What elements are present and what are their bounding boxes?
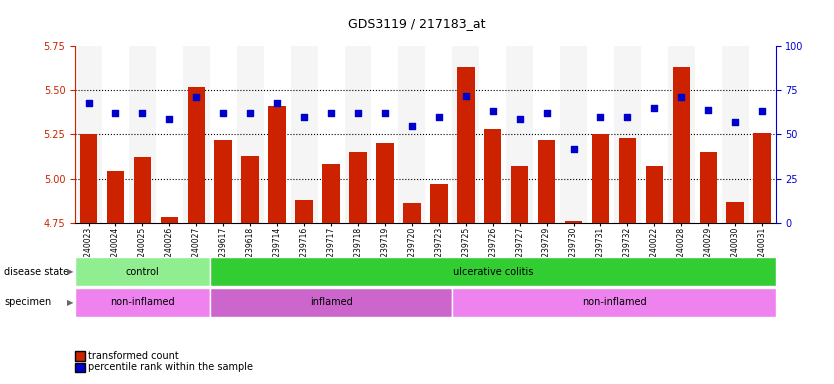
Text: percentile rank within the sample: percentile rank within the sample [88, 362, 254, 372]
Bar [646, 166, 663, 223]
Bar [376, 143, 394, 223]
Bar [506, 46, 533, 223]
Bar [452, 46, 480, 223]
Bar [619, 138, 636, 223]
Bar [129, 46, 156, 223]
Text: inflamed: inflamed [309, 297, 353, 308]
Bar [641, 46, 668, 223]
Bar [210, 46, 237, 223]
Bar [161, 217, 178, 223]
Point [513, 116, 526, 122]
Bar [700, 152, 717, 223]
Bar [403, 203, 420, 223]
Bar [156, 46, 183, 223]
Bar [565, 221, 582, 223]
Point [324, 110, 338, 116]
Point [756, 108, 769, 114]
Point [675, 94, 688, 100]
Bar [318, 46, 344, 223]
Point [486, 108, 500, 114]
Bar [538, 140, 555, 223]
Bar [295, 200, 313, 223]
Bar [214, 140, 232, 223]
Bar [753, 132, 771, 223]
Text: transformed count: transformed count [88, 351, 179, 361]
Bar [371, 46, 399, 223]
Bar [695, 46, 721, 223]
Point [298, 114, 311, 120]
Bar [344, 46, 371, 223]
Bar [668, 46, 695, 223]
Point [82, 99, 95, 106]
Bar [672, 67, 690, 223]
Bar [237, 46, 264, 223]
Text: control: control [126, 266, 159, 277]
Point [648, 105, 661, 111]
Bar [269, 106, 286, 223]
Bar [749, 46, 776, 223]
Point [594, 114, 607, 120]
Bar [264, 46, 290, 223]
Point [270, 99, 284, 106]
Bar [614, 46, 641, 223]
Text: disease state: disease state [4, 266, 69, 277]
Point [540, 110, 553, 116]
Bar [480, 46, 506, 223]
Point [432, 114, 445, 120]
Text: non-inflamed: non-inflamed [581, 297, 646, 308]
Bar [80, 134, 98, 223]
Bar [721, 46, 749, 223]
Bar [592, 134, 609, 223]
Bar [75, 46, 102, 223]
Bar [511, 166, 529, 223]
Text: specimen: specimen [4, 297, 52, 308]
Bar [322, 164, 339, 223]
Point [244, 110, 257, 116]
Point [108, 110, 122, 116]
Bar [457, 67, 475, 223]
Bar [188, 87, 205, 223]
Point [405, 122, 419, 129]
Bar [242, 156, 259, 223]
Bar [425, 46, 452, 223]
Point [620, 114, 634, 120]
Point [567, 146, 580, 152]
Point [217, 110, 230, 116]
Bar [533, 46, 560, 223]
Point [729, 119, 742, 125]
Text: non-inflamed: non-inflamed [110, 297, 175, 308]
Bar [349, 152, 367, 223]
Bar [399, 46, 425, 223]
Bar [183, 46, 210, 223]
Point [136, 110, 149, 116]
Bar [107, 172, 124, 223]
Point [351, 110, 364, 116]
Text: ▶: ▶ [67, 298, 73, 307]
Bar [587, 46, 614, 223]
Point [701, 107, 715, 113]
Point [163, 116, 176, 122]
Bar [726, 202, 744, 223]
Bar [484, 129, 501, 223]
Text: GDS3119 / 217183_at: GDS3119 / 217183_at [349, 17, 485, 30]
Text: ulcerative colitis: ulcerative colitis [453, 266, 533, 277]
Bar [133, 157, 151, 223]
Point [459, 93, 472, 99]
Bar [560, 46, 587, 223]
Bar [102, 46, 129, 223]
Bar [290, 46, 318, 223]
Text: ▶: ▶ [67, 267, 73, 276]
Point [189, 94, 203, 100]
Point [379, 110, 392, 116]
Bar [430, 184, 448, 223]
